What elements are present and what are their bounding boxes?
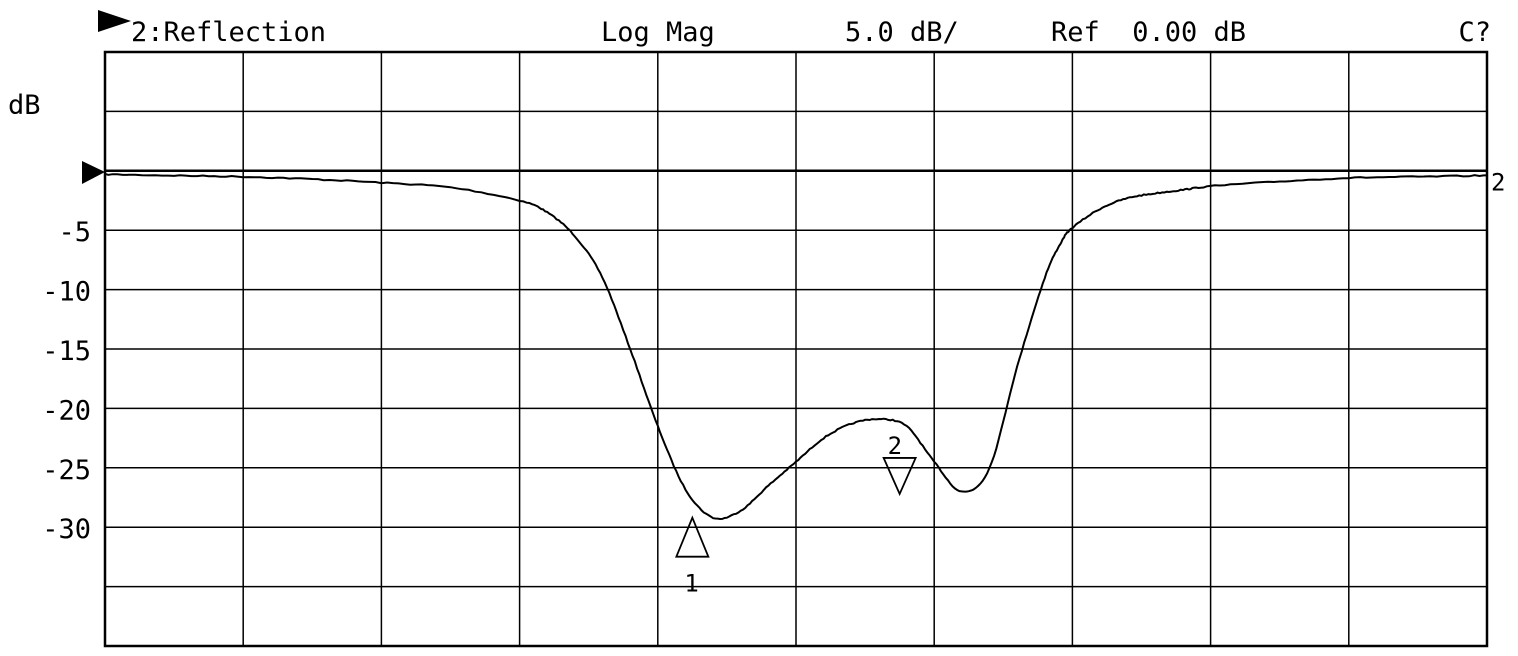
marker-2-triangle [882, 457, 918, 497]
marker-2-label: 2 [888, 432, 902, 460]
active-channel-arrow [98, 10, 131, 32]
marker-1-triangle [675, 515, 710, 558]
channel-title: 2:Reflection [131, 17, 326, 48]
y-tick-label: -20 [42, 395, 91, 426]
y-axis-label: dB [8, 90, 41, 121]
scale-label: 5.0 dB/ [845, 17, 959, 48]
y-tick-label: -5 [58, 217, 91, 248]
markers: 12 [675, 432, 918, 598]
reference-level-arrow [82, 161, 105, 184]
y-tick-label: -25 [42, 455, 91, 486]
y-tick-label: -10 [42, 277, 91, 308]
reference-label: Ref 0.00 dB [1051, 17, 1246, 48]
y-tick-label: -30 [42, 514, 91, 545]
trace-label: 2 [1491, 169, 1505, 197]
status-label: C? [1458, 17, 1491, 48]
y-tick-labels: -5 -10 -15 -20 -25 -30 [42, 217, 91, 545]
plot-grid [103, 50, 1489, 648]
marker-1-label: 1 [684, 570, 698, 598]
format-label: Log Mag [601, 17, 715, 48]
y-tick-label: -15 [42, 336, 91, 367]
trace-line [104, 172, 1487, 521]
